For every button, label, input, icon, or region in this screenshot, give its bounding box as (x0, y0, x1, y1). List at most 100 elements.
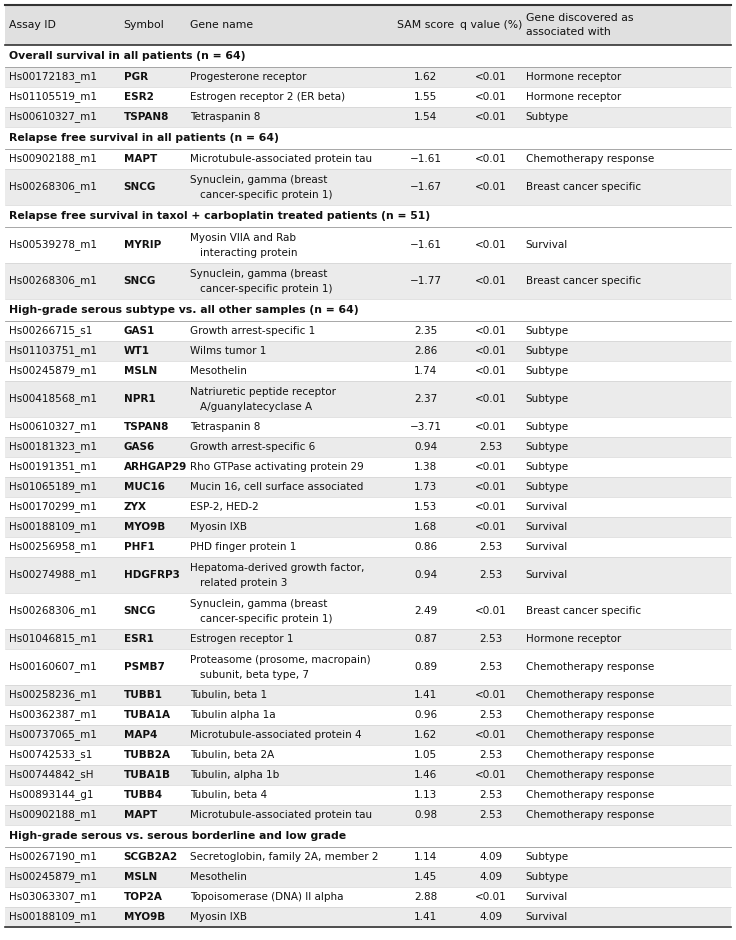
Text: 1.46: 1.46 (414, 770, 437, 780)
Text: Chemotherapy response: Chemotherapy response (526, 154, 654, 164)
Bar (5, 867, 731, 887)
Text: Symbol: Symbol (124, 20, 164, 30)
Text: MUC16: MUC16 (124, 482, 165, 492)
Bar (5, 765, 731, 785)
Text: <0.01: <0.01 (475, 522, 507, 532)
Text: Hs00267190_m1: Hs00267190_m1 (9, 852, 96, 863)
Text: Breast cancer specific: Breast cancer specific (526, 606, 640, 616)
Bar (5, 361, 731, 381)
Text: Tubulin, beta 2A: Tubulin, beta 2A (190, 750, 274, 760)
Text: <0.01: <0.01 (475, 240, 507, 250)
Text: PGR: PGR (124, 72, 148, 82)
Text: Myosin VIIA and Rab: Myosin VIIA and Rab (190, 233, 296, 243)
Text: −1.67: −1.67 (410, 182, 442, 192)
Text: 2.53: 2.53 (479, 542, 503, 552)
Text: Hormone receptor: Hormone receptor (526, 634, 620, 644)
Text: 0.96: 0.96 (414, 710, 437, 720)
Text: 2.35: 2.35 (414, 326, 437, 336)
Text: Proteasome (prosome, macropain): Proteasome (prosome, macropain) (190, 655, 370, 665)
Text: Tetraspanin 8: Tetraspanin 8 (190, 112, 261, 122)
Text: Hs01103751_m1: Hs01103751_m1 (9, 346, 97, 356)
Bar (5, 321, 731, 341)
Text: PHF1: PHF1 (124, 542, 155, 552)
Text: <0.01: <0.01 (475, 730, 507, 740)
Text: 1.54: 1.54 (414, 112, 437, 122)
Text: NPR1: NPR1 (124, 394, 155, 404)
Text: GAS6: GAS6 (124, 442, 155, 452)
Bar (5, 725, 731, 745)
Text: Hs00181323_m1: Hs00181323_m1 (9, 442, 97, 452)
Text: 0.94: 0.94 (414, 570, 437, 580)
Text: 1.62: 1.62 (414, 72, 437, 82)
Bar (5, 341, 731, 361)
Text: 2.53: 2.53 (479, 750, 503, 760)
Text: Hs00245879_m1: Hs00245879_m1 (9, 871, 97, 883)
Text: q value (%): q value (%) (460, 20, 522, 30)
Text: WT1: WT1 (124, 346, 149, 356)
Text: Gene name: Gene name (190, 20, 253, 30)
Text: Estrogen receptor 2 (ER beta): Estrogen receptor 2 (ER beta) (190, 92, 345, 102)
Text: Hormone receptor: Hormone receptor (526, 92, 620, 102)
Text: Hs00744842_sH: Hs00744842_sH (9, 770, 93, 780)
Text: 1.41: 1.41 (414, 912, 437, 922)
Text: Hs00256958_m1: Hs00256958_m1 (9, 541, 97, 553)
Text: 2.88: 2.88 (414, 892, 437, 902)
Text: <0.01: <0.01 (475, 482, 507, 492)
Text: Hs00188109_m1: Hs00188109_m1 (9, 912, 96, 922)
Text: −1.77: −1.77 (410, 276, 442, 286)
Text: Hs00191351_m1: Hs00191351_m1 (9, 462, 97, 473)
Text: <0.01: <0.01 (475, 394, 507, 404)
Text: <0.01: <0.01 (475, 502, 507, 512)
Text: 1.53: 1.53 (414, 502, 437, 512)
Bar (5, 127, 731, 149)
Text: MAP4: MAP4 (124, 730, 157, 740)
Text: Mucin 16, cell surface associated: Mucin 16, cell surface associated (190, 482, 364, 492)
Text: 2.53: 2.53 (479, 634, 503, 644)
Text: Subtype: Subtype (526, 462, 569, 472)
Text: ZYX: ZYX (124, 502, 146, 512)
Bar (5, 887, 731, 907)
Bar (5, 705, 731, 725)
Bar (5, 805, 731, 825)
Text: MYO9B: MYO9B (124, 912, 165, 922)
Text: Hs01046815_m1: Hs01046815_m1 (9, 634, 97, 645)
Text: <0.01: <0.01 (475, 72, 507, 82)
Bar (5, 907, 731, 927)
Text: Assay ID: Assay ID (9, 20, 56, 30)
Text: Subtype: Subtype (526, 852, 569, 862)
Bar (5, 5, 731, 45)
Bar (5, 477, 731, 497)
Text: MYRIP: MYRIP (124, 240, 161, 250)
Text: 2.53: 2.53 (479, 710, 503, 720)
Text: Breast cancer specific: Breast cancer specific (526, 182, 640, 192)
Text: Rho GTPase activating protein 29: Rho GTPase activating protein 29 (190, 462, 364, 472)
Text: SNCG: SNCG (124, 276, 156, 286)
Text: Mesothelin: Mesothelin (190, 872, 247, 882)
Text: interacting protein: interacting protein (200, 248, 297, 258)
Text: Synuclein, gamma (breast: Synuclein, gamma (breast (190, 599, 328, 609)
Text: 0.94: 0.94 (414, 442, 437, 452)
Text: Chemotherapy response: Chemotherapy response (526, 690, 654, 700)
Text: MSLN: MSLN (124, 366, 157, 376)
Text: Microtubule-associated protein 4: Microtubule-associated protein 4 (190, 730, 361, 740)
Text: Hs00610327_m1: Hs00610327_m1 (9, 112, 96, 122)
Text: 0.86: 0.86 (414, 542, 437, 552)
Text: HDGFRP3: HDGFRP3 (124, 570, 180, 580)
Text: <0.01: <0.01 (475, 326, 507, 336)
Text: Hs01105519_m1: Hs01105519_m1 (9, 91, 97, 102)
Text: 1.13: 1.13 (414, 790, 437, 800)
Text: Tetraspanin 8: Tetraspanin 8 (190, 422, 261, 432)
Text: 1.55: 1.55 (414, 92, 437, 102)
Bar (5, 169, 731, 205)
Text: 2.49: 2.49 (414, 606, 437, 616)
Bar (5, 785, 731, 805)
Text: 1.62: 1.62 (414, 730, 437, 740)
Text: <0.01: <0.01 (475, 690, 507, 700)
Text: SNCG: SNCG (124, 182, 156, 192)
Text: PSMB7: PSMB7 (124, 662, 165, 672)
Text: Hs00737065_m1: Hs00737065_m1 (9, 729, 96, 741)
Bar (5, 437, 731, 457)
Text: MSLN: MSLN (124, 872, 157, 882)
Text: Subtype: Subtype (526, 346, 569, 356)
Text: 2.53: 2.53 (479, 810, 503, 820)
